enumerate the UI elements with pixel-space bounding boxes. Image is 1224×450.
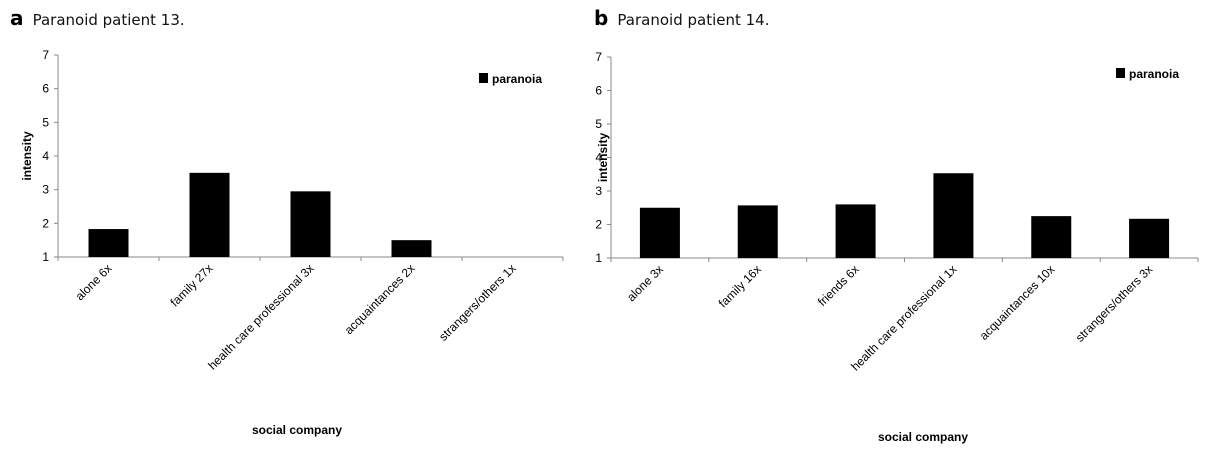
x-tick-label: strangers/others 1x: [436, 261, 519, 344]
bar: [391, 240, 432, 257]
y-axis-label: intensity: [20, 131, 34, 181]
x-tick-label: friends 6x: [815, 262, 862, 309]
chart-title: Paranoid patient 14.: [617, 11, 770, 29]
x-tick-label: acquaintances 2x: [342, 261, 418, 337]
y-tick-label: 5: [42, 115, 49, 129]
y-tick-label: 2: [42, 216, 49, 230]
panel-heading: b Paranoid patient 14.: [594, 6, 770, 30]
y-tick-label: 5: [595, 117, 602, 131]
bar: [639, 207, 680, 258]
bar: [189, 172, 230, 257]
x-axis-label: social company: [878, 430, 968, 444]
y-tick-label: 4: [595, 151, 602, 165]
legend-swatch: [1116, 68, 1125, 78]
x-axis-label: social company: [252, 423, 342, 437]
bar-chart-b: 1 2 3 4 5 6 7 alone 3x family 16x friends 6xhealt…: [595, 50, 1199, 444]
x-tick-label: strangers/others 3x: [1073, 262, 1156, 345]
legend-label: paranoia: [1129, 67, 1179, 81]
y-tick-label: 6: [42, 82, 49, 96]
y-tick-label: 7: [595, 50, 602, 64]
y-axis-label: intensity: [596, 133, 610, 183]
x-tick-label: acquaintances 10x: [977, 262, 1058, 343]
y-tick-label: 6: [595, 84, 602, 98]
bar: [737, 205, 778, 258]
chart-title: Paranoid patient 13.: [32, 11, 185, 29]
bar: [1031, 216, 1072, 258]
x-tick-label: family 27x: [168, 261, 216, 309]
bar: [835, 204, 876, 258]
chart-panel-a: a Paranoid patient 13. 1 2 3 4 5 6 7 alone 6x fa…: [0, 0, 600, 445]
y-tick-label: 7: [42, 48, 49, 62]
y-tick-label: 2: [595, 218, 602, 232]
bar: [88, 229, 129, 257]
x-tick-label: health care professional 1x: [848, 262, 959, 373]
x-tick-label: alone 3x: [624, 262, 666, 304]
bar: [933, 173, 974, 258]
y-tick-label: 4: [42, 149, 49, 163]
chart-panel-b: b Paranoid patient 14. 1 2 3 4 5 6 7 alone 3x fa…: [592, 0, 1224, 445]
x-tick-label: family 16x: [716, 262, 764, 310]
x-tick-label: health care professional 3x: [205, 261, 316, 372]
bar: [1129, 218, 1170, 258]
y-tick-label: 3: [595, 184, 602, 198]
legend-label: paranoia: [492, 72, 542, 86]
x-tick-label: alone 6x: [73, 261, 115, 303]
legend-swatch: [479, 73, 488, 83]
bar: [290, 191, 331, 257]
panel-letter: a: [10, 6, 24, 30]
y-tick-label: 3: [42, 183, 49, 197]
y-tick-label: 1: [595, 251, 602, 265]
panel-heading: a Paranoid patient 13.: [10, 6, 185, 30]
panel-letter: b: [594, 6, 609, 30]
y-tick-label: 1: [42, 250, 49, 264]
